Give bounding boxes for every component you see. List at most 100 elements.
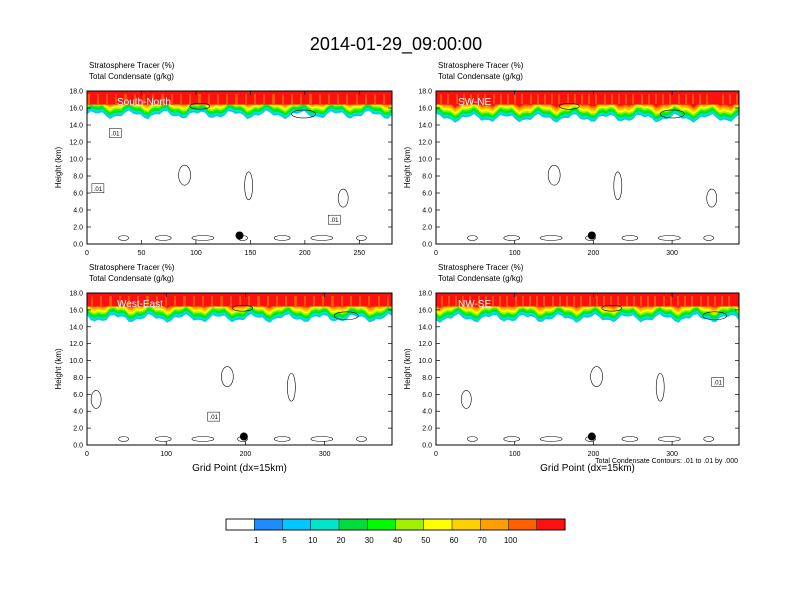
panel-title-line1: Stratosphere Tracer (%)	[438, 61, 524, 70]
tracer-streak	[199, 94, 201, 104]
condensate-contour	[356, 235, 367, 241]
colorbar-swatch	[480, 518, 510, 531]
condensate-contour	[547, 164, 561, 186]
tracer-streak	[134, 94, 136, 104]
tracer-streak	[208, 94, 210, 104]
y-tick-label: 0.0	[73, 242, 83, 249]
y-tick-label: 14.0	[69, 324, 83, 331]
y-axis-label: Height (km)	[54, 348, 63, 390]
tracer-streak	[632, 94, 634, 104]
tracer-streak	[529, 296, 531, 306]
x-tick-label: 100	[160, 451, 172, 458]
tracer-streak	[573, 296, 575, 306]
condensate-contour	[333, 311, 359, 321]
tracer-streak	[448, 296, 450, 306]
chart-panel-4: 0.0 2.0 4.0 6.0 8.0 10.0 12.0 14.0 16.0 18.0 0 100 2…	[403, 263, 740, 474]
tracer-streak	[485, 296, 487, 306]
condensate-contour	[559, 103, 580, 110]
y-tick-label: 8.0	[422, 174, 432, 181]
tracer-streak	[611, 94, 613, 104]
tracer-streak	[618, 94, 620, 104]
x-tick-label: 200	[299, 250, 311, 257]
tracer-streak	[610, 296, 612, 306]
tracer-streak	[678, 94, 680, 104]
tracer-streak	[492, 296, 494, 306]
plot-frame	[435, 90, 740, 245]
condensate-contour	[118, 235, 129, 241]
plot-frame	[435, 292, 740, 446]
tracer-streak	[239, 296, 241, 306]
condensate-contour	[590, 366, 603, 387]
tracer-streak	[137, 296, 139, 306]
contour-label-box	[711, 377, 725, 387]
y-axis-label: Height (km)	[54, 146, 63, 188]
y-axis-label: Height (km)	[403, 348, 412, 390]
colorbar-swatch	[508, 518, 538, 531]
location-marker	[587, 432, 596, 441]
tracer-streak	[456, 94, 458, 104]
y-tick-label: 12.0	[69, 140, 83, 147]
tracer-streak	[469, 296, 471, 306]
tracer-streak	[365, 94, 367, 104]
condensate-contour	[539, 235, 563, 241]
tracer-streak	[387, 296, 389, 306]
tracer-streak	[258, 296, 260, 306]
tracer-streak	[736, 94, 738, 104]
tracer-streak	[685, 94, 687, 104]
tracer-streak	[462, 296, 464, 306]
condensate-contour	[244, 171, 253, 201]
y-tick-label: 12.0	[418, 140, 432, 147]
y-tick-label: 0.0	[73, 443, 83, 450]
colorbar: 1 5 10 20 30 40 50 60 70 100	[225, 518, 566, 545]
tracer-streak	[691, 296, 693, 306]
tracer-streak	[230, 296, 232, 306]
tracer-streak	[310, 94, 312, 104]
tracer-streak	[106, 94, 108, 104]
condensate-contour	[310, 436, 334, 442]
tracer-streak	[254, 94, 256, 104]
tracer-streak	[647, 296, 649, 306]
x-tick-label: 200	[588, 451, 600, 458]
tracer-streak	[236, 94, 238, 104]
tracer-streak	[559, 296, 561, 306]
y-tick-label: 8.0	[73, 375, 83, 382]
chart-panel-3: 0.0 2.0 4.0 6.0 8.0 10.0 12.0 14.0 16.0 18.0 0 100 2…	[54, 263, 393, 474]
condensate-contour	[660, 109, 685, 119]
tracer-streak	[313, 296, 315, 306]
location-marker	[235, 231, 244, 240]
plot-area	[436, 91, 739, 241]
colorbar-swatch	[367, 518, 397, 531]
x-tick-label: 50	[138, 250, 146, 257]
condensate-contour	[503, 235, 521, 241]
panel-title-line1: Stratosphere Tracer (%)	[89, 263, 175, 272]
tracer-streak	[189, 94, 191, 104]
y-tick-label: 0.0	[422, 443, 432, 450]
tracer-streak	[640, 296, 642, 306]
tracer-streak	[722, 94, 724, 104]
tracer-streak	[193, 296, 195, 306]
condensate-contour	[655, 372, 665, 402]
y-tick-label: 0.0	[422, 242, 432, 249]
colorbar-label: 1	[254, 536, 259, 545]
tracer-streak	[359, 296, 361, 306]
tracer-streak	[171, 94, 173, 104]
tracer-streak	[143, 94, 145, 104]
colorbar-label: 60	[450, 536, 459, 545]
plot-frame	[86, 90, 393, 245]
condensate-contour	[287, 372, 296, 402]
panel-label: SW-NE	[458, 97, 491, 108]
tracer-streak	[662, 94, 664, 104]
panel-title-line2: Total Condensate (g/kg)	[438, 72, 523, 81]
x-tick-label: 150	[245, 250, 257, 257]
tracer-streak	[346, 94, 348, 104]
tracer-streak	[226, 94, 228, 104]
condensate-contour	[658, 436, 681, 442]
plot-area	[87, 91, 392, 241]
colorbar-label: 40	[393, 536, 402, 545]
tracer-streak	[267, 296, 269, 306]
plot-area	[436, 293, 739, 442]
tracer-streak	[115, 94, 117, 104]
tracer-streak	[337, 94, 339, 104]
contour-label-box	[328, 214, 341, 225]
